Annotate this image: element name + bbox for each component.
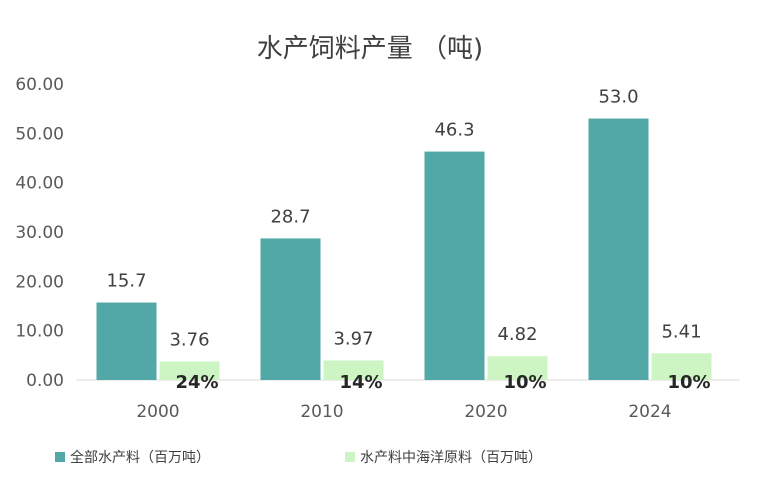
bar-marine	[487, 356, 548, 380]
y-tick-label: 10.00	[15, 322, 64, 342]
data-label: 3.97	[333, 328, 373, 349]
data-label: 15.7	[106, 271, 146, 292]
x-tick-label: 2000	[136, 402, 179, 422]
data-label: 5.41	[661, 321, 701, 342]
data-label: 3.76	[169, 329, 209, 350]
y-tick-label: 40.00	[15, 174, 64, 194]
bar-marine	[159, 361, 220, 380]
y-tick-label: 20.00	[15, 272, 64, 292]
bar-marine	[651, 353, 712, 380]
x-tick-label: 2024	[628, 402, 671, 422]
y-tick-label: 0.00	[26, 371, 64, 391]
share-label: 10%	[504, 372, 547, 393]
data-label: 4.82	[497, 324, 537, 345]
y-tick-label: 30.00	[15, 223, 64, 243]
legend-label: 水产料中海洋原料（百万吨）	[360, 450, 542, 466]
y-tick-label: 50.00	[15, 124, 64, 144]
chart-title: 水产饲料产量 （吨)	[257, 34, 483, 64]
bar-total	[424, 151, 485, 380]
legend-swatch	[55, 452, 65, 462]
legend-label: 全部水产料（百万吨）	[70, 449, 210, 466]
share-label: 14%	[340, 372, 383, 393]
x-tick-label: 2020	[464, 402, 507, 422]
bar-marine	[323, 360, 384, 380]
share-label: 24%	[176, 372, 219, 393]
x-axis: 2000 2010 2020 2024	[136, 402, 671, 422]
data-label: 53.0	[598, 87, 638, 108]
data-label: 28.7	[270, 206, 310, 227]
share-label: 10%	[668, 372, 711, 393]
legend: 全部水产料（百万吨） 水产料中海洋原料（百万吨）	[55, 449, 542, 466]
bars: 15.7 3.76 24% 28.7 3.97 14% 46.3 4.82 10% 53.0 5.4…	[96, 87, 712, 393]
bar-total	[588, 118, 649, 381]
y-tick-label: 60.00	[15, 75, 64, 95]
x-tick-label: 2010	[300, 402, 343, 422]
legend-swatch	[345, 452, 355, 462]
bar-total	[260, 238, 321, 380]
y-axis: 0.00 10.00 20.00 30.00 40.00 50.00 60.00	[15, 75, 64, 391]
bar-total	[96, 302, 157, 380]
data-label: 46.3	[434, 120, 474, 141]
